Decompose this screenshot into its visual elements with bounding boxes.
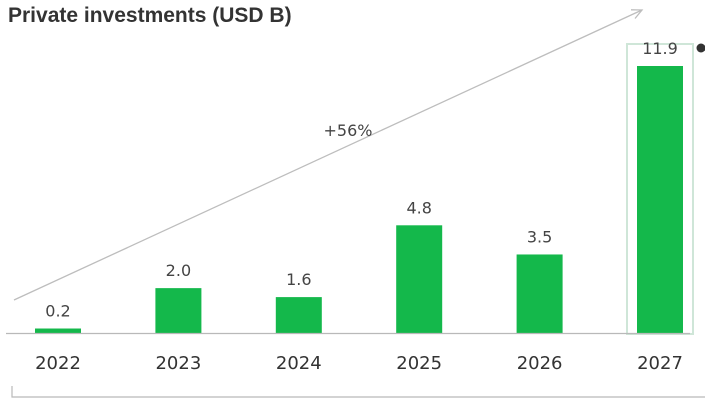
x-tick-label: 2022 (35, 353, 81, 374)
value-label: 11.9 (642, 39, 678, 58)
growth-arrow-head (630, 9, 644, 19)
x-tick-label: 2024 (276, 353, 322, 374)
value-label: 3.5 (527, 227, 552, 246)
x-tick-label: 2025 (396, 353, 442, 374)
bar (155, 288, 202, 333)
bar (396, 225, 443, 333)
value-label: 1.6 (286, 270, 311, 289)
value-label: 0.2 (45, 302, 70, 321)
growth-annotation: +56% (324, 121, 373, 140)
bar (275, 297, 322, 333)
x-tick-label: 2026 (517, 353, 563, 374)
labels-layer: 0.2 2022 2.0 2023 1.6 2024 4.8 2025 3.5 2026 11.9 2… (35, 39, 683, 374)
growth-arrow-line (13, 9, 643, 301)
bar (516, 254, 563, 333)
bar (637, 66, 683, 333)
bar (35, 328, 81, 333)
x-tick-label: 2027 (637, 353, 683, 374)
bars-layer (6, 9, 705, 398)
value-label: 2.0 (166, 261, 191, 280)
chart-title: Private investments (USD B) (8, 4, 292, 27)
x-tick-label: 2023 (155, 353, 201, 374)
value-label: 4.8 (406, 198, 431, 217)
highlight-marker-dot (696, 43, 705, 53)
bottom-bracket (11, 386, 705, 398)
